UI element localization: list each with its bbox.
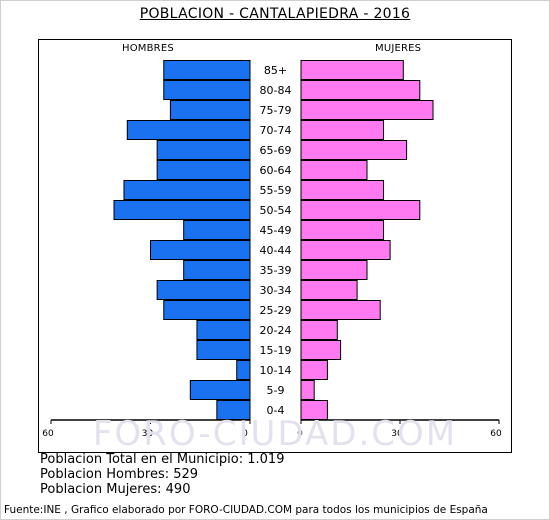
x-tick-label-right: 30 — [391, 429, 403, 439]
bar-mujeres — [300, 240, 391, 260]
stat-total: Poblacion Total en el Municipio: 1.019 — [40, 452, 285, 467]
age-group-label: 75-79 — [260, 104, 292, 117]
bar-hombres — [150, 240, 251, 260]
bar-hombres — [236, 360, 251, 380]
x-tick-label-left: 0 — [242, 429, 248, 439]
age-group-label: 25-29 — [260, 304, 292, 317]
legend-mujeres: MUJERES — [375, 43, 422, 54]
age-group-label: 35-39 — [260, 264, 292, 277]
bar-mujeres — [300, 260, 368, 280]
bar-hombres — [123, 180, 251, 200]
bar-hombres — [126, 120, 251, 140]
age-group-label: 70-74 — [260, 124, 292, 137]
bar-mujeres — [300, 380, 315, 400]
bar-hombres — [196, 320, 251, 340]
bar-mujeres — [300, 300, 381, 320]
bar-mujeres — [300, 160, 368, 180]
age-group-label: 15-19 — [260, 344, 292, 357]
bar-mujeres — [300, 120, 384, 140]
age-group-label: 55-59 — [260, 184, 292, 197]
stat-women: Poblacion Mujeres: 490 — [40, 482, 191, 497]
bar-hombres — [156, 160, 251, 180]
bar-mujeres — [300, 280, 358, 300]
bar-hombres — [163, 300, 251, 320]
bar-mujeres — [300, 180, 384, 200]
bar-mujeres — [300, 80, 421, 100]
bar-mujeres — [300, 400, 328, 420]
bar-mujeres — [300, 320, 338, 340]
chart-title: POBLACION - CANTALAPIEDRA - 2016 — [139, 6, 411, 22]
bar-mujeres — [300, 340, 342, 360]
age-group-label: 45-49 — [260, 224, 292, 237]
x-tick-label-right: 60 — [490, 429, 502, 439]
bar-mujeres — [300, 200, 421, 220]
age-group-label: 20-24 — [260, 324, 292, 337]
bar-hombres — [189, 380, 251, 400]
bar-hombres — [183, 220, 251, 240]
x-tick-label-left: 30 — [142, 429, 154, 439]
bar-hombres — [113, 200, 251, 220]
x-tick-label-left: 60 — [42, 429, 54, 439]
source-note: Fuente:INE , Grafico elaborado por FORO-… — [4, 504, 488, 516]
bar-hombres — [163, 60, 251, 80]
age-group-label: 80-84 — [260, 84, 292, 97]
bar-hombres — [169, 100, 251, 120]
legend-hombres: HOMBRES — [122, 43, 174, 54]
x-tick-label-right: 0 — [297, 429, 303, 439]
bar-mujeres — [300, 360, 328, 380]
bar-hombres — [183, 260, 251, 280]
bar-hombres — [196, 340, 251, 360]
age-group-label: 65-69 — [260, 144, 292, 157]
age-group-label: 50-54 — [260, 204, 292, 217]
bar-hombres — [216, 400, 251, 420]
age-group-label: 60-64 — [260, 164, 292, 177]
bar-mujeres — [300, 100, 434, 120]
age-group-label: 10-14 — [260, 364, 292, 377]
population-stats: Poblacion Total en el Municipio: 1.019 P… — [40, 452, 284, 497]
bar-mujeres — [300, 220, 384, 240]
bar-mujeres — [300, 140, 408, 160]
pyramid-chart: 85+ 80-84 75-79 70-74 65-69 60-64 55-59 50-54 45… — [42, 60, 502, 439]
age-group-label: 30-34 — [260, 284, 292, 297]
bar-hombres — [156, 280, 251, 300]
age-group-label: 85+ — [264, 64, 287, 77]
age-group-label: 5-9 — [267, 384, 285, 397]
age-group-label: 0-4 — [267, 404, 285, 417]
age-group-label: 40-44 — [260, 244, 292, 257]
bar-hombres — [163, 80, 251, 100]
bar-hombres — [156, 140, 251, 160]
bar-mujeres — [300, 60, 404, 80]
stat-men: Poblacion Hombres: 529 — [40, 467, 199, 482]
